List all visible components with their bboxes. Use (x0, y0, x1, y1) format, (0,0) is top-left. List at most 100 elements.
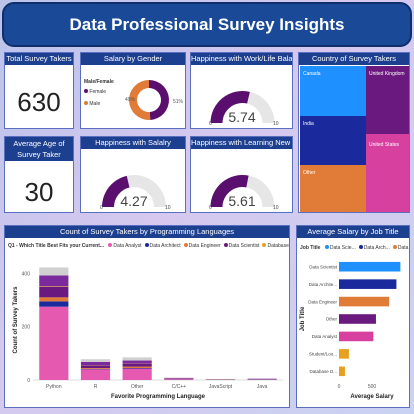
legend-dot (183, 243, 188, 247)
total-survey-takers-value: 630 (17, 87, 61, 117)
salary-by-job-card[interactable]: Average Salary by Job Title Job Title Da… (296, 225, 410, 408)
gauge-value: 4.27 (120, 193, 147, 209)
bar-data-engineer[interactable] (339, 296, 390, 307)
legend-item-data-engineer[interactable]: Data Engineer (183, 243, 221, 249)
gauge-fill[interactable] (210, 175, 249, 207)
salary-happiness-gauge-card[interactable]: Happiness with Salalry 0 10 4.27 (80, 136, 186, 213)
jobs-legend: Job Title Data Scie... Data Arch... Data E… (300, 245, 409, 251)
bar-python-data-analyst[interactable] (39, 306, 69, 380)
bar-r-student-l[interactable] (80, 359, 111, 362)
bar-other-data-analyst[interactable] (122, 368, 152, 380)
legend-label: Database D... (267, 243, 289, 249)
legend-title: Male/Female (84, 79, 114, 85)
bar-student-loo[interactable] (339, 349, 349, 359)
donut-slice-female[interactable] (149, 80, 169, 120)
x-axis-title: Favorite Programming Language (111, 394, 206, 400)
salary-by-gender-card[interactable]: Salary by Gender Male/Female Female Male… (80, 52, 186, 129)
y-tick-label: 0 (27, 378, 30, 384)
legend-item-data-en[interactable]: Data En... (392, 245, 409, 251)
legend-item-data-scie[interactable]: Data Scie... (324, 245, 356, 251)
y-tick-label: 400 (22, 271, 31, 277)
legend-dot (108, 243, 113, 247)
y-axis-title: Job Title (300, 306, 306, 331)
gauge-max: 10 (273, 205, 279, 211)
y-tick-label: Database D... (309, 369, 337, 374)
languages-bar-chart: 0 200 400 Python R Other C/C++ JavaScript Java Fa… (13, 267, 283, 400)
legend-item-female[interactable]: Female (84, 89, 114, 95)
treemap-cell-united-kingdom[interactable]: United Kingdom (366, 66, 409, 134)
learning-gauge: 0 10 5.61 (209, 175, 279, 211)
treemap-label: Other (303, 170, 316, 176)
legend-label: Data Scie... (329, 245, 356, 251)
bar-python-database-d[interactable] (39, 286, 69, 287)
x-tick-label: R (94, 384, 98, 390)
learning-gauge-card[interactable]: Happiness with Learning New Things 0 10 … (190, 136, 293, 213)
y-tick-label: Data Analyst (312, 334, 338, 339)
legend-item-data-arch[interactable]: Data Arch... (358, 245, 390, 251)
gauge-fill[interactable] (210, 91, 250, 123)
page-title: Data Professional Survey Insights (69, 14, 345, 34)
legend-item-data-architect[interactable]: Data Architect (144, 243, 181, 249)
legend-dot (262, 243, 267, 247)
bar-other[interactable] (339, 314, 376, 324)
worklife-gauge-card[interactable]: Happiness with Work/Life Balance 0 10 5.… (190, 52, 293, 129)
gender-legend: Male/Female Female Male (84, 79, 114, 107)
bar-other-data-architect[interactable] (122, 368, 152, 369)
gender-donut[interactable]: 49% 51% (111, 67, 186, 129)
bar-java-other[interactable] (247, 378, 277, 380)
bar-r-data-architect[interactable] (80, 368, 111, 370)
legend-dot (223, 243, 228, 247)
languages-chart-card[interactable]: Count of Survey Takers by Programming La… (4, 225, 290, 408)
donut-pct-left: 49% (125, 97, 136, 103)
legend-label: Data Arch... (363, 245, 390, 251)
legend-dot (84, 101, 88, 105)
bar-data-analyst[interactable] (339, 331, 374, 342)
bar-other-other[interactable] (122, 360, 152, 364)
country-treemap-card[interactable]: Country of Survey Takers Canada India Ot… (298, 52, 410, 213)
treemap-cell-india[interactable]: India (300, 116, 366, 165)
treemap-cell-other[interactable]: Other (300, 165, 366, 212)
y-tick-label: 200 (22, 325, 31, 331)
bar-other-student-l[interactable] (122, 357, 152, 361)
bar-r-data-scientist[interactable] (80, 365, 111, 368)
bar-c-c-data-analyst[interactable] (164, 379, 194, 380)
legend-title: Job Title (300, 245, 321, 251)
bar-other-data-scientist[interactable] (122, 364, 152, 367)
legend-dot (84, 89, 88, 93)
bar-r-other[interactable] (80, 361, 111, 366)
bar-python-data-architect[interactable] (39, 301, 69, 307)
bar-data-archite[interactable] (339, 279, 397, 289)
bar-python-data-scientist[interactable] (39, 286, 69, 298)
gauge-value: 5.74 (228, 109, 255, 125)
y-tick-label: Other (326, 317, 338, 322)
bar-python-data-engineer[interactable] (39, 297, 69, 302)
average-age-card[interactable]: Average Age of Survey Taker 30 (4, 136, 74, 213)
card-title: Count of Survey Takers by Programming La… (5, 226, 289, 238)
x-axis-title: Average Salary (350, 394, 394, 400)
x-tick-label: 0 (338, 384, 341, 390)
bar-data-scientist[interactable] (339, 261, 401, 272)
bar-python-other[interactable] (39, 275, 69, 287)
treemap-label: United Kingdom (369, 71, 405, 77)
treemap-cell-united-states[interactable]: United States (366, 134, 409, 212)
legend-item-male[interactable]: Male (84, 101, 114, 107)
legend-item-data-scientist[interactable]: Data Scientist (223, 243, 259, 249)
legend-item-database-d[interactable]: Database D... (262, 243, 289, 249)
x-tick-label: C/C++ (172, 384, 187, 390)
bar-database-d[interactable] (339, 366, 345, 377)
y-axis-title: Count of Survey Takers (13, 286, 19, 354)
bar-r-data-analyst[interactable] (80, 369, 111, 380)
gauge-fill[interactable] (102, 175, 130, 207)
treemap-cell-canada[interactable]: Canada (300, 66, 366, 116)
bar-c-c-other[interactable] (164, 377, 194, 379)
worklife-gauge: 0 10 5.74 (209, 91, 279, 127)
donut-slice-male[interactable] (128, 80, 151, 120)
total-survey-takers-card[interactable]: Total Survey Takers 630 (4, 52, 74, 129)
bar-other-data-engineer[interactable] (122, 366, 152, 368)
y-tick-label: Data Scientist (309, 264, 338, 269)
x-tick-label: Python (46, 384, 62, 390)
x-tick-label: Other (131, 384, 144, 390)
bar-python-student-l[interactable] (39, 267, 69, 276)
bar-r-data-engineer[interactable] (80, 368, 111, 369)
legend-item-data-analyst[interactable]: Data Analyst (108, 243, 142, 249)
